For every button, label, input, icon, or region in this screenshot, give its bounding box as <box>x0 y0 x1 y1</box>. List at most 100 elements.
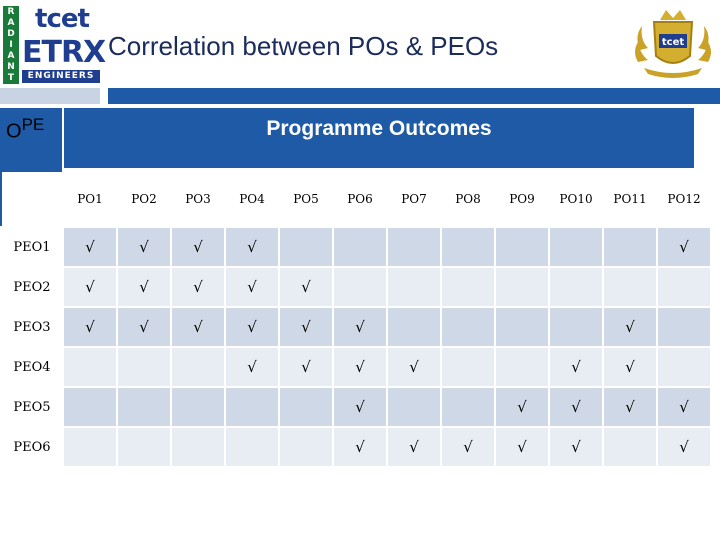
correlation-cell: √ <box>64 228 116 266</box>
correlation-cell <box>550 228 602 266</box>
correlation-cell: √ <box>172 268 224 306</box>
col-header-po4: PO4 <box>226 172 278 226</box>
correlation-cell <box>442 308 494 346</box>
tcet-crest-logo: tcet <box>630 6 716 78</box>
correlation-cell <box>334 228 386 266</box>
col-header-po12: PO12 <box>658 172 710 226</box>
correlation-cell: √ <box>550 388 602 426</box>
correlation-cell: √ <box>550 348 602 386</box>
table-row: PEO4 √ √ √ √ √ √ <box>2 348 710 386</box>
col-header-po5: PO5 <box>280 172 332 226</box>
correlation-cell <box>226 388 278 426</box>
correlation-cell <box>388 308 440 346</box>
correlation-cell: √ <box>550 428 602 466</box>
correlation-cell: √ <box>658 228 710 266</box>
correlation-cell <box>496 228 548 266</box>
column-header-row: PO1 PO2 PO3 PO4 PO5 PO6 PO7 PO8 PO9 PO10… <box>2 172 710 226</box>
correlation-cell <box>334 268 386 306</box>
correlation-cell <box>496 268 548 306</box>
slide-title: Correlation between POs & PEOs <box>108 31 499 61</box>
correlation-cell <box>280 388 332 426</box>
logo-tcet-text: tcet <box>35 4 90 34</box>
row-label: PEO2 <box>2 268 62 306</box>
col-header-po1: PO1 <box>64 172 116 226</box>
col-header-po7: PO7 <box>388 172 440 226</box>
correlation-cell <box>658 268 710 306</box>
correlation-cell: √ <box>226 308 278 346</box>
correlation-cell: √ <box>226 268 278 306</box>
correlation-cell: √ <box>280 348 332 386</box>
correlation-cell <box>604 228 656 266</box>
correlation-cell: √ <box>604 348 656 386</box>
etrx-logo: R A D I A N T tcet ETRX ENGINEERS <box>2 4 106 84</box>
correlation-cell <box>172 428 224 466</box>
programme-outcomes-header: Programme Outcomes <box>64 108 694 168</box>
correlation-cell: √ <box>172 308 224 346</box>
radiant-strip: R A D I A N T <box>3 6 19 84</box>
table-row: PEO5 √ √ √ √ √ <box>2 388 710 426</box>
correlation-cell: √ <box>658 388 710 426</box>
table-row: PEO6 √ √ √ √ √ √ <box>2 428 710 466</box>
correlation-cell <box>172 348 224 386</box>
correlation-cell: √ <box>334 388 386 426</box>
correlation-cell: √ <box>334 308 386 346</box>
logo-etrx-text: ETRX <box>22 35 106 70</box>
row-label: PEO4 <box>2 348 62 386</box>
correlation-cell <box>496 348 548 386</box>
correlation-cell <box>388 268 440 306</box>
col-header-po8: PO8 <box>442 172 494 226</box>
col-header-po2: PO2 <box>118 172 170 226</box>
crest-tcet-text: tcet <box>662 37 684 48</box>
col-header-po9: PO9 <box>496 172 548 226</box>
correlation-cell <box>388 228 440 266</box>
correlation-cell <box>604 428 656 466</box>
correlation-table: PO1 PO2 PO3 PO4 PO5 PO6 PO7 PO8 PO9 PO10… <box>0 170 712 468</box>
correlation-cell: √ <box>334 348 386 386</box>
correlation-cell: √ <box>496 388 548 426</box>
correlation-cell: √ <box>280 308 332 346</box>
correlation-cell: √ <box>334 428 386 466</box>
col-header-po11: PO11 <box>604 172 656 226</box>
table-row: PEO1 √ √ √ √ √ <box>2 228 710 266</box>
correlation-cell: √ <box>280 268 332 306</box>
correlation-cell: √ <box>118 268 170 306</box>
correlation-cell <box>172 388 224 426</box>
header-divider-right <box>108 88 720 104</box>
correlation-cell: √ <box>226 348 278 386</box>
correlation-cell <box>64 348 116 386</box>
correlation-cell: √ <box>604 308 656 346</box>
corner-cell <box>2 172 62 226</box>
logo-engineers-text: ENGINEERS <box>22 70 100 83</box>
header-divider-left <box>0 88 100 104</box>
corner-label: OPE <box>6 115 45 143</box>
col-header-po3: PO3 <box>172 172 224 226</box>
correlation-cell <box>118 428 170 466</box>
row-label: PEO5 <box>2 388 62 426</box>
correlation-cell <box>64 388 116 426</box>
correlation-cell <box>442 268 494 306</box>
correlation-cell: √ <box>226 228 278 266</box>
col-header-po10: PO10 <box>550 172 602 226</box>
correlation-cell <box>118 388 170 426</box>
row-label: PEO1 <box>2 228 62 266</box>
correlation-cell: √ <box>118 308 170 346</box>
correlation-cell: √ <box>442 428 494 466</box>
correlation-cell: √ <box>64 268 116 306</box>
row-label: PEO6 <box>2 428 62 466</box>
correlation-cell <box>442 228 494 266</box>
correlation-cell <box>550 268 602 306</box>
correlation-cell <box>604 268 656 306</box>
correlation-cell <box>442 348 494 386</box>
correlation-cell <box>280 228 332 266</box>
row-label: PEO3 <box>2 308 62 346</box>
correlation-cell <box>64 428 116 466</box>
col-header-po6: PO6 <box>334 172 386 226</box>
correlation-cell <box>658 308 710 346</box>
correlation-cell: √ <box>172 228 224 266</box>
correlation-cell <box>118 348 170 386</box>
correlation-cell: √ <box>658 428 710 466</box>
correlation-cell: √ <box>64 308 116 346</box>
correlation-cell <box>550 308 602 346</box>
correlation-cell <box>226 428 278 466</box>
correlation-cell <box>388 388 440 426</box>
